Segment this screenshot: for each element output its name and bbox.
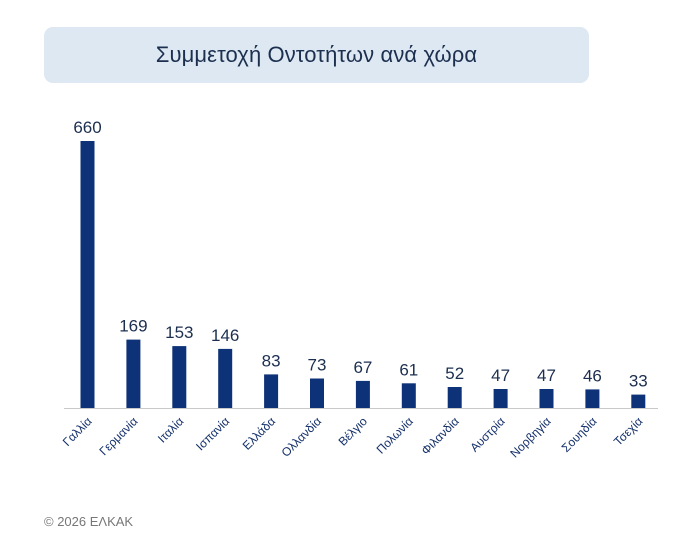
- category-label: Νορβηγία: [507, 414, 553, 460]
- bar: [218, 348, 233, 408]
- category-label: Ελλάδα: [240, 414, 278, 452]
- bar-value-label: 146: [211, 326, 239, 345]
- bar: [447, 387, 462, 408]
- value-labels-group: 660 169 153 146 83 73 67 61 52 47 47 46 33: [73, 118, 647, 391]
- bar-value-label: 169: [119, 317, 147, 336]
- category-label: Πολωνία: [374, 414, 416, 456]
- bar: [126, 339, 141, 408]
- bar: [585, 389, 600, 408]
- category-label: Σουηδία: [559, 414, 600, 455]
- bar: [539, 389, 554, 408]
- bar: [631, 394, 646, 408]
- category-label: Γαλλία: [60, 414, 95, 449]
- bar: [493, 389, 508, 408]
- category-label: Φιλανδία: [418, 414, 461, 457]
- category-label: Ιταλία: [155, 414, 186, 445]
- bar: [172, 346, 187, 408]
- bar-value-label: 46: [583, 366, 602, 385]
- chart-title: Συμμετοχή Οντοτήτων ανά χώρα: [155, 42, 478, 67]
- category-label: Βέλγιο: [336, 414, 371, 449]
- bar-value-label: 61: [399, 360, 418, 379]
- copyright-footer: © 2026 ΕΛΚΑΚ: [44, 514, 134, 529]
- bar-value-label: 33: [629, 372, 648, 391]
- bar-value-label: 660: [73, 118, 101, 137]
- bar: [264, 374, 279, 408]
- bar-value-label: 83: [262, 351, 281, 370]
- bar: [310, 378, 324, 408]
- category-labels-group: Γαλλία Γερμανία Ιταλία Ισπανία Ελλάδα Ολλανδί…: [60, 414, 646, 460]
- category-label: Ισπανία: [193, 414, 232, 453]
- bar: [80, 141, 95, 408]
- bars-group: [80, 141, 646, 408]
- bar-value-label: 47: [537, 366, 556, 385]
- category-label: Τσεχία: [611, 414, 645, 448]
- bar-value-label: 73: [308, 356, 327, 375]
- category-label: Γερμανία: [97, 414, 141, 458]
- bar-value-label: 153: [165, 323, 193, 342]
- bar-value-label: 67: [353, 358, 372, 377]
- bar-value-label: 52: [445, 364, 464, 383]
- category-label: Αυστρία: [467, 414, 507, 454]
- bar-value-label: 47: [491, 366, 510, 385]
- category-label: Ολλανδία: [279, 414, 325, 460]
- bar: [401, 383, 416, 408]
- chart-title-box: Συμμετοχή Οντοτήτων ανά χώρα: [44, 27, 589, 83]
- bar: [355, 380, 370, 408]
